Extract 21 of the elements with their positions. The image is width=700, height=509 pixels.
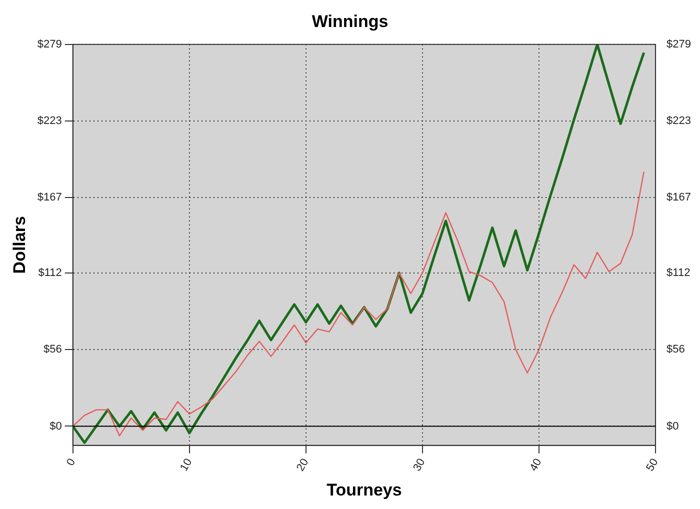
y2-tick-label: $279 xyxy=(666,38,692,50)
y-tick-label: $167 xyxy=(37,192,62,204)
y-tick-label: $279 xyxy=(37,38,62,50)
y-tick-label: $112 xyxy=(38,266,62,279)
y-tick-label: $56 xyxy=(44,344,62,356)
x-tick-label: 20 xyxy=(294,456,312,474)
y-tick-label: $0 xyxy=(50,420,62,432)
x-axis-title: Tourneys xyxy=(326,480,402,500)
y2-tick-label: $112 xyxy=(666,266,690,279)
y-axis-title: Dollars xyxy=(10,216,29,274)
x-tick-label: 40 xyxy=(528,456,544,474)
chart-title: Winnings xyxy=(312,12,388,31)
x-tick-label: 50 xyxy=(644,456,661,474)
x-tick-label: 10 xyxy=(178,456,195,474)
y-tick-label: $223 xyxy=(37,115,62,128)
x-tick-label: 30 xyxy=(411,456,428,474)
y2-tick-label: $167 xyxy=(666,192,692,204)
x-tick-label: 0 xyxy=(64,456,78,468)
y2-tick-label: $0 xyxy=(666,420,679,432)
y2-tick-label: $223 xyxy=(666,115,692,128)
y2-tick-label: $56 xyxy=(666,344,685,356)
